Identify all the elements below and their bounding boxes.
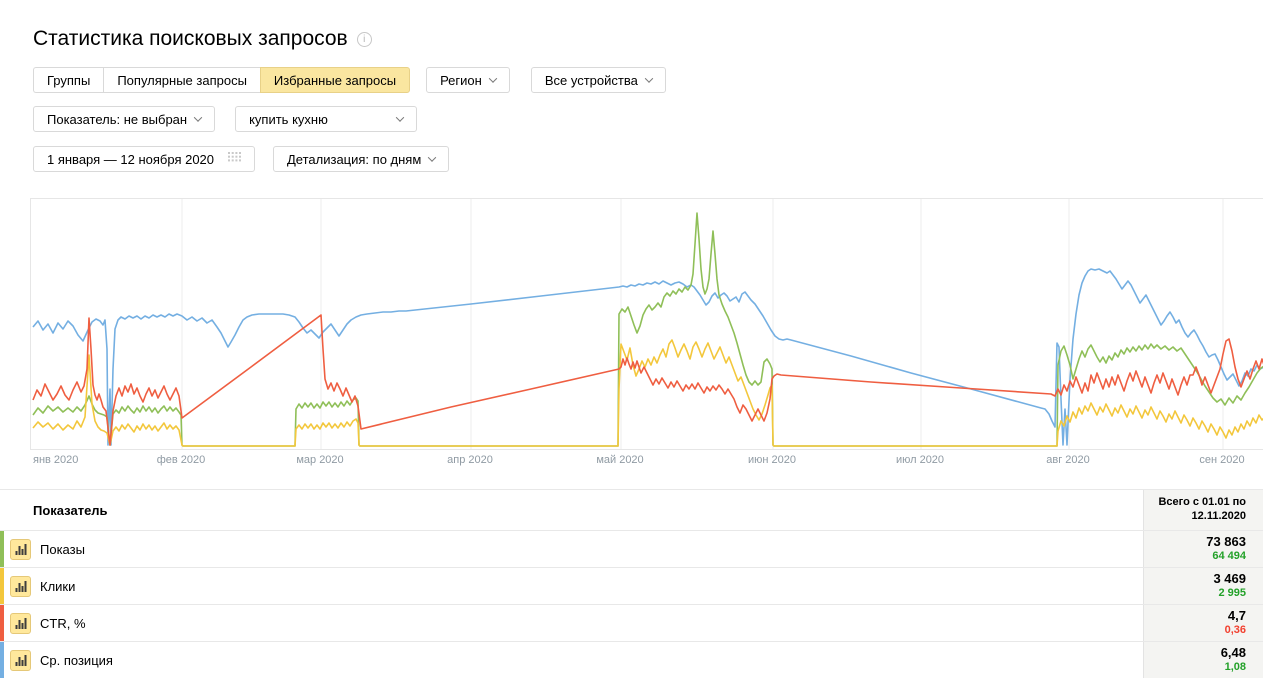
x-tick-label: июл 2020 bbox=[895, 454, 945, 466]
chevron-down-icon bbox=[644, 74, 654, 83]
query-select-value: купить кухню bbox=[249, 111, 328, 127]
chevron-down-icon bbox=[395, 113, 405, 122]
chart-plot-area[interactable] bbox=[30, 198, 1263, 450]
series-Ср. позиция bbox=[32, 268, 1263, 446]
metrics-table: Показатель Всего с 01.01 по 12.11.2020 П… bbox=[0, 489, 1263, 678]
total-value: 73 863 bbox=[1206, 534, 1246, 549]
queries-chart: янв 2020 фев 2020 мар 2020 апр 2020 май 2020… bbox=[30, 198, 1263, 467]
devices-dropdown-label: Все устройства bbox=[544, 72, 638, 88]
metric-cell: CTR, % bbox=[0, 605, 1143, 641]
x-tick-label: май 2020 bbox=[596, 454, 644, 466]
total-cell: 3 469 2 995 bbox=[1143, 568, 1263, 604]
chevron-down-icon bbox=[193, 113, 203, 122]
total-cell: 4,7 0,36 bbox=[1143, 605, 1263, 641]
page-title: Статистика поисковых запросов bbox=[33, 27, 1263, 51]
series-color-strip bbox=[0, 568, 4, 604]
view-tabs: Группы Популярные запросы Избранные запрос… bbox=[33, 67, 411, 93]
total-value: 3 469 bbox=[1213, 571, 1246, 586]
table-row-Ср. позиция[interactable]: Ср. позиция 6,48 1,08 bbox=[0, 642, 1263, 678]
x-tick-label: июн 2020 bbox=[748, 454, 796, 466]
table-row-Показы[interactable]: Показы 73 863 64 494 bbox=[0, 531, 1263, 568]
detail-dropdown[interactable]: Детализация: по дням bbox=[273, 146, 450, 172]
total-header-line2: 12.11.2020 bbox=[1191, 510, 1246, 522]
total-column-header: Всего с 01.01 по 12.11.2020 bbox=[1143, 490, 1263, 530]
devices-dropdown[interactable]: Все устройства bbox=[530, 67, 666, 93]
region-dropdown-label: Регион bbox=[440, 72, 482, 88]
table-header-row: Показатель Всего с 01.01 по 12.11.2020 bbox=[0, 490, 1263, 531]
indicator-dropdown[interactable]: Показатель: не выбран bbox=[33, 106, 216, 132]
metric-cell: Ср. позиция bbox=[0, 642, 1143, 678]
selected-query-value: 64 494 bbox=[1212, 550, 1246, 563]
page-title-text: Статистика поисковых запросов bbox=[33, 27, 348, 50]
total-header-line1: Всего с 01.01 по bbox=[1158, 496, 1246, 509]
x-tick-label: апр 2020 bbox=[447, 454, 493, 466]
total-cell: 6,48 1,08 bbox=[1143, 642, 1263, 678]
selected-query-value: 1,08 bbox=[1224, 661, 1246, 674]
metric-label: Ср. позиция bbox=[40, 652, 113, 668]
x-tick-label: янв 2020 bbox=[33, 454, 79, 466]
tab-0[interactable]: Группы bbox=[33, 67, 104, 93]
detail-dropdown-label: Детализация: по дням bbox=[287, 151, 422, 167]
total-value: 4,7 bbox=[1227, 608, 1246, 623]
tab-2-active[interactable]: Избранные запросы bbox=[259, 67, 411, 93]
tabs-toolbar: Группы Популярные запросы Избранные запрос… bbox=[33, 67, 1263, 93]
tab-1[interactable]: Популярные запросы bbox=[103, 67, 260, 93]
series-color-strip bbox=[0, 531, 4, 567]
table-body: Показы 73 863 64 494 Клики 3 469 2 995 CTR, % 4… bbox=[0, 531, 1263, 678]
selected-query-value: 0,36 bbox=[1224, 624, 1246, 637]
region-dropdown[interactable]: Регион bbox=[426, 67, 510, 93]
series-Клики bbox=[32, 339, 1263, 447]
metric-label: Показы bbox=[40, 541, 85, 557]
x-tick-label: сен 2020 bbox=[1199, 454, 1245, 466]
date-range-input[interactable]: 1 января — 12 ноября 2020 bbox=[33, 146, 255, 172]
bar-chart-icon[interactable] bbox=[10, 612, 31, 634]
bar-chart-icon[interactable] bbox=[10, 649, 31, 671]
metric-cell: Показы bbox=[0, 531, 1143, 567]
metric-column-header: Показатель bbox=[33, 502, 108, 518]
date-range-value: 1 января — 12 ноября 2020 bbox=[47, 151, 215, 167]
total-cell: 73 863 64 494 bbox=[1143, 531, 1263, 567]
metric-cell: Клики bbox=[0, 568, 1143, 604]
query-select[interactable]: купить кухню bbox=[235, 106, 418, 132]
series-CTR, % bbox=[32, 314, 1263, 446]
info-icon[interactable] bbox=[356, 31, 372, 47]
filter-toolbar: Показатель: не выбран купить кухню bbox=[33, 106, 1263, 132]
x-tick-label: мар 2020 bbox=[296, 454, 344, 466]
selected-query-value: 2 995 bbox=[1218, 587, 1246, 600]
date-toolbar: 1 января — 12 ноября 2020 Детализация: п… bbox=[33, 146, 1263, 172]
chevron-down-icon bbox=[488, 74, 498, 83]
metric-label: CTR, % bbox=[40, 615, 86, 631]
table-row-Клики[interactable]: Клики 3 469 2 995 bbox=[0, 568, 1263, 605]
x-tick-label: авг 2020 bbox=[1046, 454, 1090, 466]
calendar-icon bbox=[228, 151, 241, 167]
series-Показы bbox=[32, 212, 1263, 447]
metric-label: Клики bbox=[40, 578, 76, 594]
bar-chart-icon[interactable] bbox=[10, 575, 31, 597]
chart-canvas bbox=[32, 199, 1263, 449]
table-row-CTR, %[interactable]: CTR, % 4,7 0,36 bbox=[0, 605, 1263, 642]
bar-chart-icon[interactable] bbox=[10, 538, 31, 560]
series-color-strip bbox=[0, 605, 4, 641]
series-color-strip bbox=[0, 642, 4, 678]
indicator-dropdown-label: Показатель: не выбран bbox=[47, 111, 188, 127]
chevron-down-icon bbox=[428, 153, 437, 162]
x-tick-label: фев 2020 bbox=[156, 454, 206, 466]
total-value: 6,48 bbox=[1220, 645, 1246, 660]
chart-x-axis: янв 2020 фев 2020 мар 2020 апр 2020 май 2020… bbox=[30, 450, 1263, 467]
